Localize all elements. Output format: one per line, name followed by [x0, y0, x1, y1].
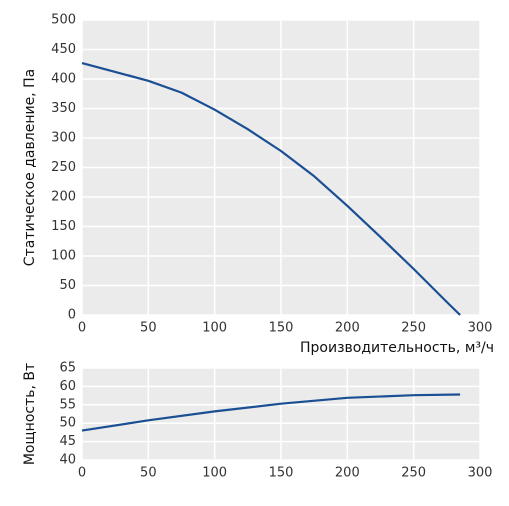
- y-tick-label: 45: [59, 434, 76, 449]
- y-tick-label: 100: [51, 249, 76, 264]
- x-tick-label: 0: [78, 466, 86, 481]
- y-tick-label: 55: [59, 397, 76, 412]
- y-tick-label: 200: [51, 190, 76, 205]
- x-tick-label: 200: [335, 321, 360, 336]
- x-tick-label: 200: [335, 466, 360, 481]
- data-line: [81, 62, 461, 316]
- y-tick-label: 400: [51, 72, 76, 87]
- y-tick-label: 50: [59, 278, 76, 293]
- y-tick-label: 50: [59, 416, 76, 431]
- y-axis-label: Мощность, Вт: [22, 363, 38, 465]
- y-tick-label: 350: [51, 101, 76, 116]
- y-tick-label: 250: [51, 160, 76, 175]
- data-line: [81, 393, 461, 432]
- x-tick-label: 50: [140, 321, 157, 336]
- y-tick-label: 450: [51, 42, 76, 57]
- y-axis-label: Статическое давление, Па: [22, 69, 38, 266]
- y-tick-label: 65: [59, 361, 76, 376]
- x-tick-label: 250: [401, 321, 426, 336]
- y-tick-label: 40: [59, 453, 76, 468]
- y-tick-label: 150: [51, 219, 76, 234]
- y-tick-label: 300: [51, 131, 76, 146]
- y-tick-label: 60: [59, 379, 76, 394]
- x-axis-label: Производительность, м³/ч: [300, 340, 494, 356]
- x-tick-label: 100: [202, 466, 227, 481]
- x-tick-label: 250: [401, 466, 426, 481]
- x-tick-label: 300: [468, 321, 493, 336]
- x-tick-label: 150: [269, 466, 294, 481]
- x-tick-label: 300: [468, 466, 493, 481]
- y-tick-label: 500: [51, 13, 76, 28]
- x-tick-label: 50: [140, 466, 157, 481]
- x-tick-label: 100: [202, 321, 227, 336]
- y-tick-label: 0: [68, 308, 76, 323]
- x-tick-label: 0: [78, 321, 86, 336]
- x-tick-label: 150: [269, 321, 294, 336]
